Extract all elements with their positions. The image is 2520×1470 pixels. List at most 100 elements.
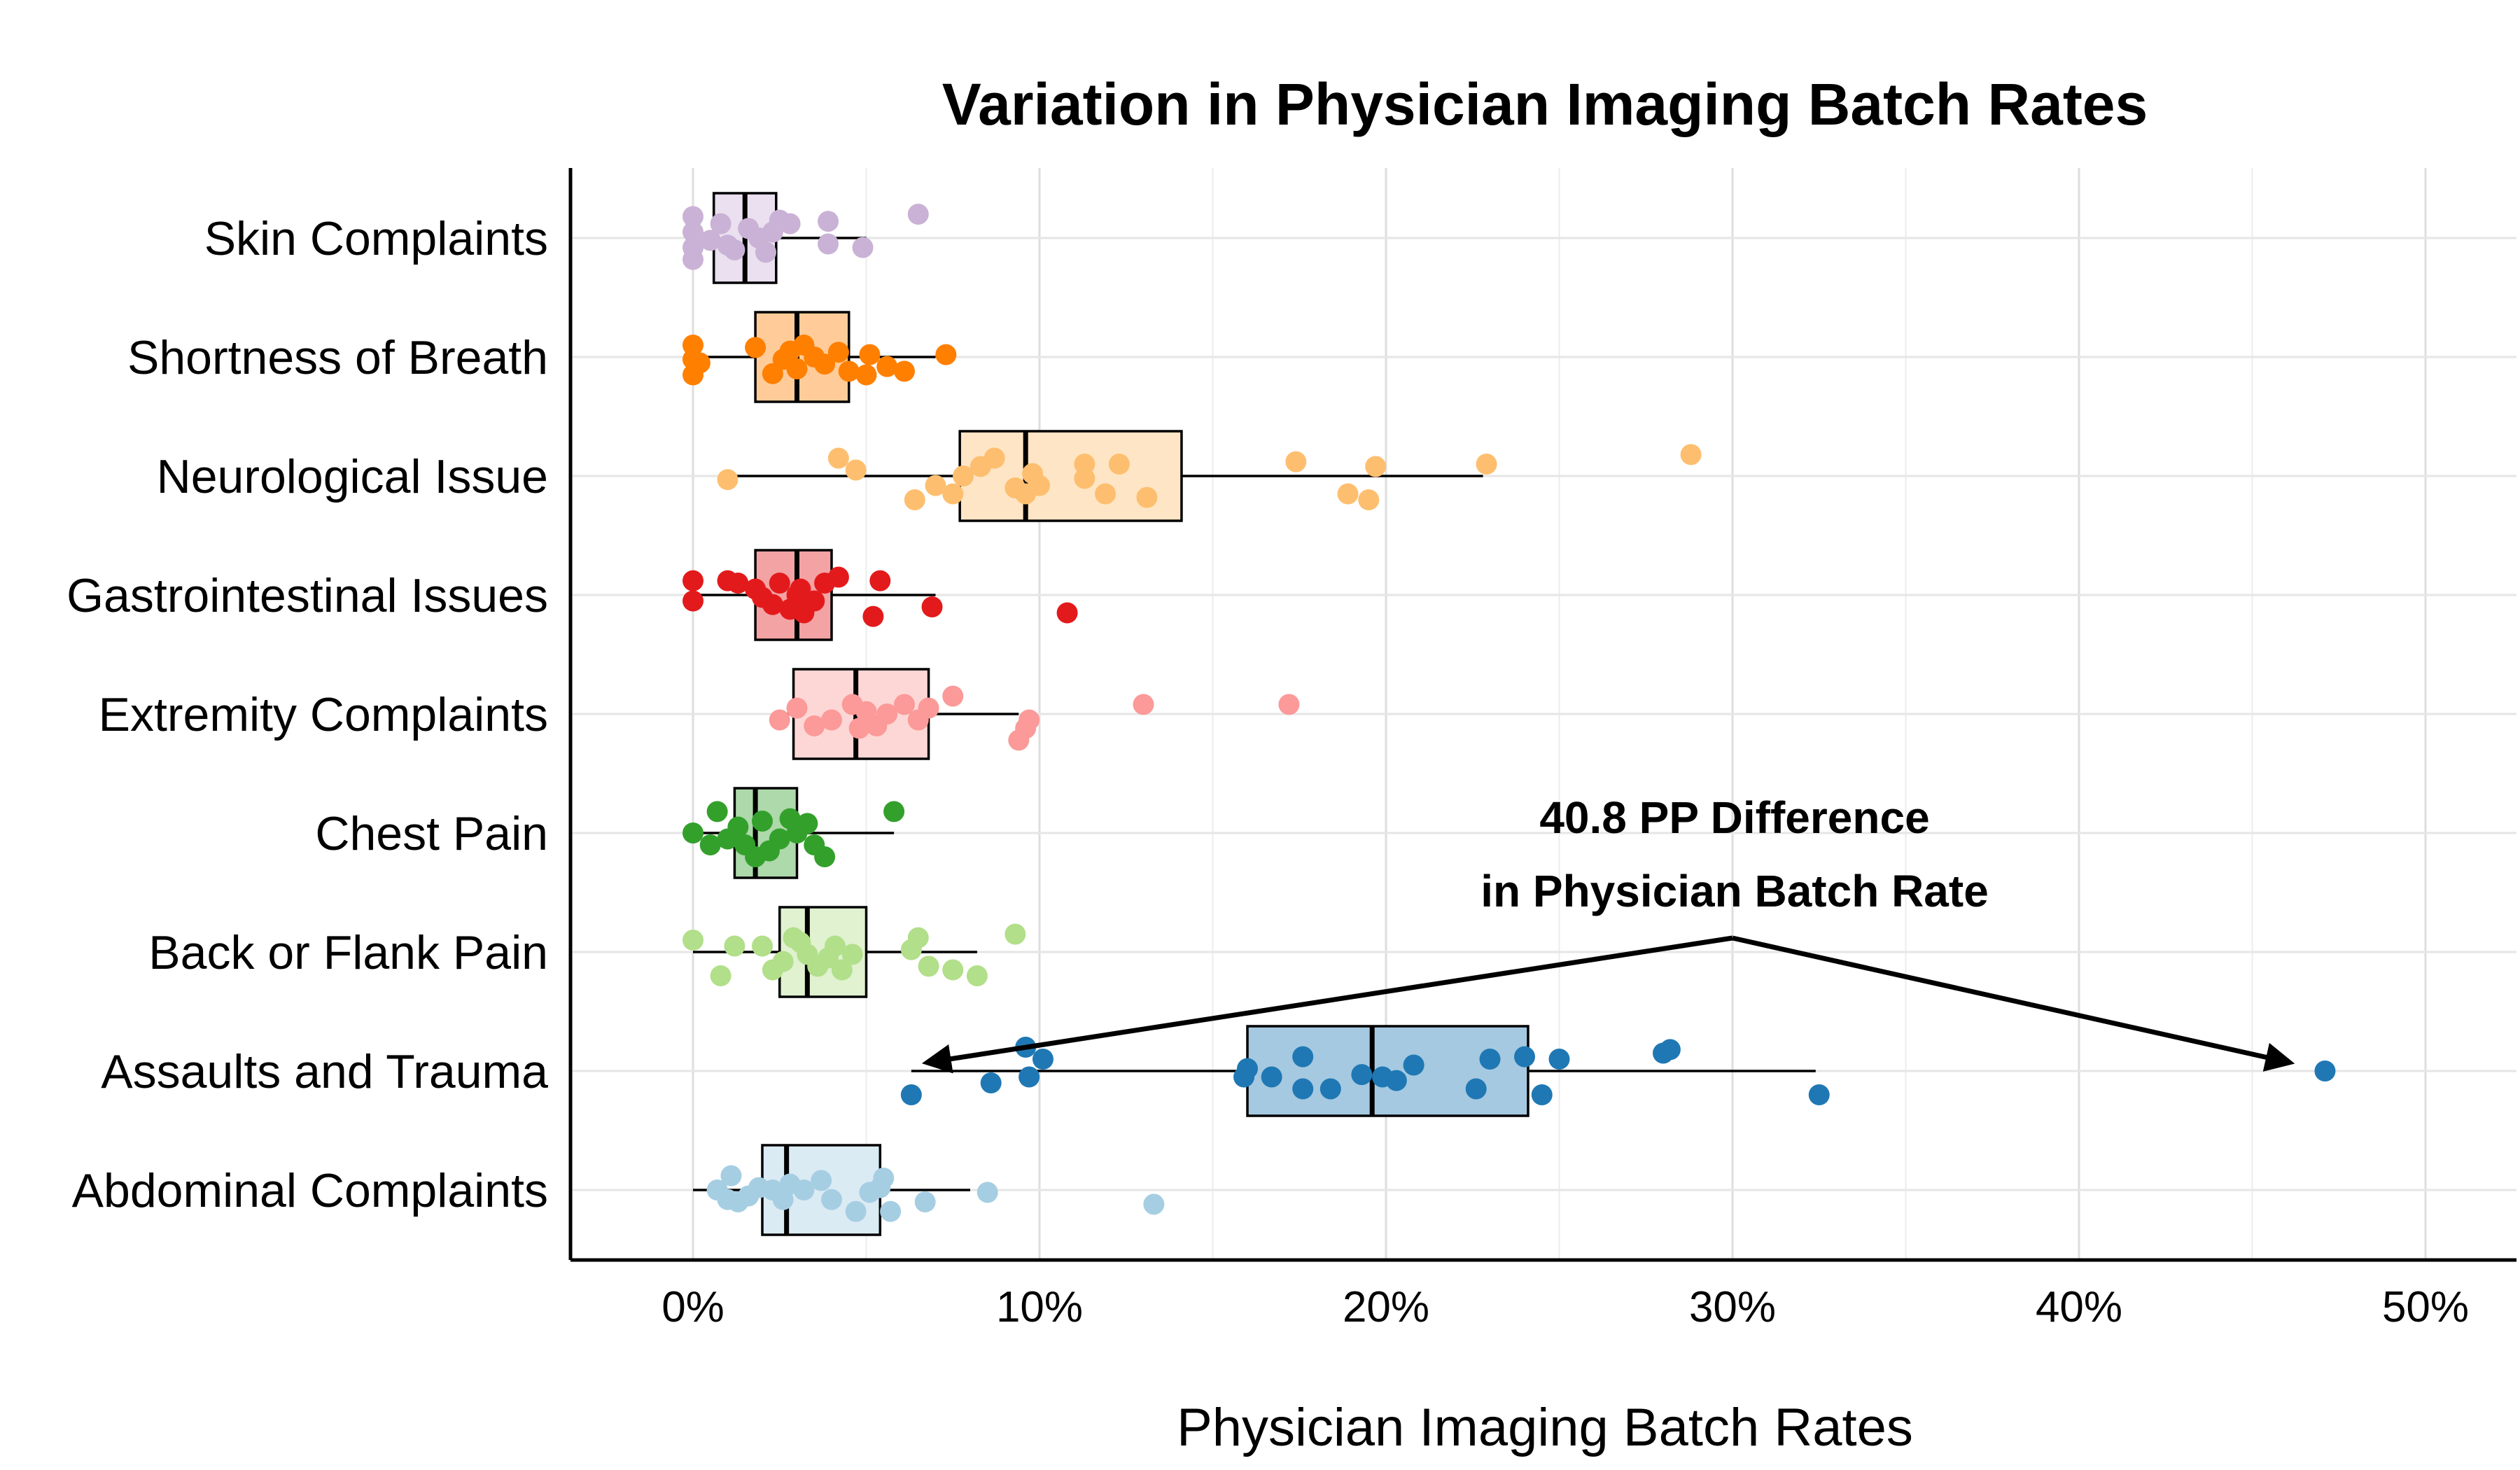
data-point xyxy=(1237,1058,1258,1079)
x-tick-label: 40% xyxy=(2036,1283,2122,1331)
data-point xyxy=(814,354,836,375)
series-chest-pain xyxy=(682,787,905,879)
data-point xyxy=(1514,1046,1535,1068)
data-point xyxy=(682,335,704,356)
data-point xyxy=(682,237,704,258)
data-point xyxy=(1074,454,1096,475)
data-point xyxy=(755,241,776,263)
data-point xyxy=(1108,454,1130,475)
data-point xyxy=(682,930,704,951)
data-point xyxy=(976,1182,998,1203)
data-point xyxy=(710,213,732,234)
data-point xyxy=(1465,1078,1487,1100)
data-point xyxy=(682,822,704,844)
data-point xyxy=(1531,1084,1553,1105)
grid-layer xyxy=(570,168,2516,1260)
data-point xyxy=(921,596,943,617)
data-point xyxy=(914,1191,936,1212)
data-point xyxy=(769,709,790,731)
data-point xyxy=(980,1072,1002,1093)
annotation-layer: 40.8 PP Difference in Physician Batch Ra… xyxy=(921,792,2295,1074)
data-point xyxy=(1385,1070,1407,1091)
data-point xyxy=(1285,451,1307,472)
data-point xyxy=(873,1168,895,1189)
data-point xyxy=(942,483,964,505)
y-tick-label: Back or Flank Pain xyxy=(148,926,548,979)
y-tick-label: Extremity Complaints xyxy=(99,688,548,741)
x-tick-label: 10% xyxy=(996,1283,1083,1331)
data-point xyxy=(724,239,746,260)
data-point xyxy=(869,570,891,592)
data-point xyxy=(883,801,905,822)
data-point xyxy=(1808,1084,1830,1105)
data-point xyxy=(699,230,721,251)
data-point xyxy=(862,606,884,627)
data-point xyxy=(821,709,842,731)
data-point xyxy=(1680,444,1702,465)
data-point xyxy=(1143,1194,1165,1215)
data-point xyxy=(1133,694,1154,715)
data-point xyxy=(953,465,974,486)
data-point xyxy=(727,816,749,838)
data-point xyxy=(918,697,939,719)
data-point xyxy=(983,447,1005,469)
y-tick-label: Skin Complaints xyxy=(204,212,548,265)
y-tick-label: Abdominal Complaints xyxy=(72,1164,548,1217)
data-point xyxy=(966,965,988,986)
data-point xyxy=(1004,923,1026,945)
data-point xyxy=(918,955,939,977)
data-point xyxy=(772,951,794,972)
data-point xyxy=(786,697,808,719)
data-point xyxy=(907,204,929,225)
data-point xyxy=(1659,1039,1681,1060)
data-point xyxy=(942,685,964,707)
annotation-line-2: in Physician Batch Rate xyxy=(1480,866,1989,916)
x-tick-label: 0% xyxy=(662,1283,724,1331)
data-point xyxy=(814,846,836,867)
data-point xyxy=(727,573,749,594)
data-point xyxy=(1351,1064,1373,1086)
data-point xyxy=(942,959,964,981)
series-extremity-complaints xyxy=(769,668,1300,760)
data-point xyxy=(724,935,746,957)
data-point xyxy=(1320,1078,1341,1100)
data-point xyxy=(762,594,783,615)
y-tick-label: Gastrointestinal Issues xyxy=(66,569,548,622)
data-point xyxy=(831,959,853,981)
data-point xyxy=(1018,1066,1040,1088)
data-point xyxy=(818,211,839,232)
series-gastrointestinal-issues xyxy=(682,549,1078,641)
data-point xyxy=(720,1165,742,1186)
data-point xyxy=(1292,1078,1314,1100)
data-point xyxy=(893,694,915,715)
data-point xyxy=(752,935,773,957)
x-tick-label: 30% xyxy=(1689,1283,1776,1331)
data-point xyxy=(682,206,704,227)
data-point xyxy=(935,344,957,365)
data-point xyxy=(1548,1049,1570,1070)
data-point xyxy=(925,475,946,496)
series-skin-complaints xyxy=(682,192,929,284)
data-point xyxy=(1261,1066,1282,1088)
data-point xyxy=(682,570,704,592)
x-tick-label: 20% xyxy=(1343,1283,1429,1331)
annotation-arrow-left xyxy=(921,935,1733,1074)
data-point xyxy=(827,447,849,469)
data-point xyxy=(1358,489,1380,510)
annotation-line-1: 40.8 PP Difference xyxy=(1539,792,1929,843)
data-point xyxy=(1018,709,1040,731)
data-point xyxy=(797,813,818,834)
data-point xyxy=(893,360,915,382)
y-tick-label: Chest Pain xyxy=(315,807,548,860)
data-point xyxy=(1365,456,1387,477)
data-point xyxy=(859,344,881,365)
data-point xyxy=(852,237,874,258)
data-point xyxy=(811,1170,832,1191)
data-point xyxy=(804,590,825,612)
plot-layer xyxy=(682,192,2336,1236)
data-point xyxy=(1476,454,1497,475)
series-back-or-flank-pain xyxy=(682,906,1026,998)
data-point xyxy=(1056,602,1078,624)
annotation-arrow-right xyxy=(1732,935,2295,1072)
